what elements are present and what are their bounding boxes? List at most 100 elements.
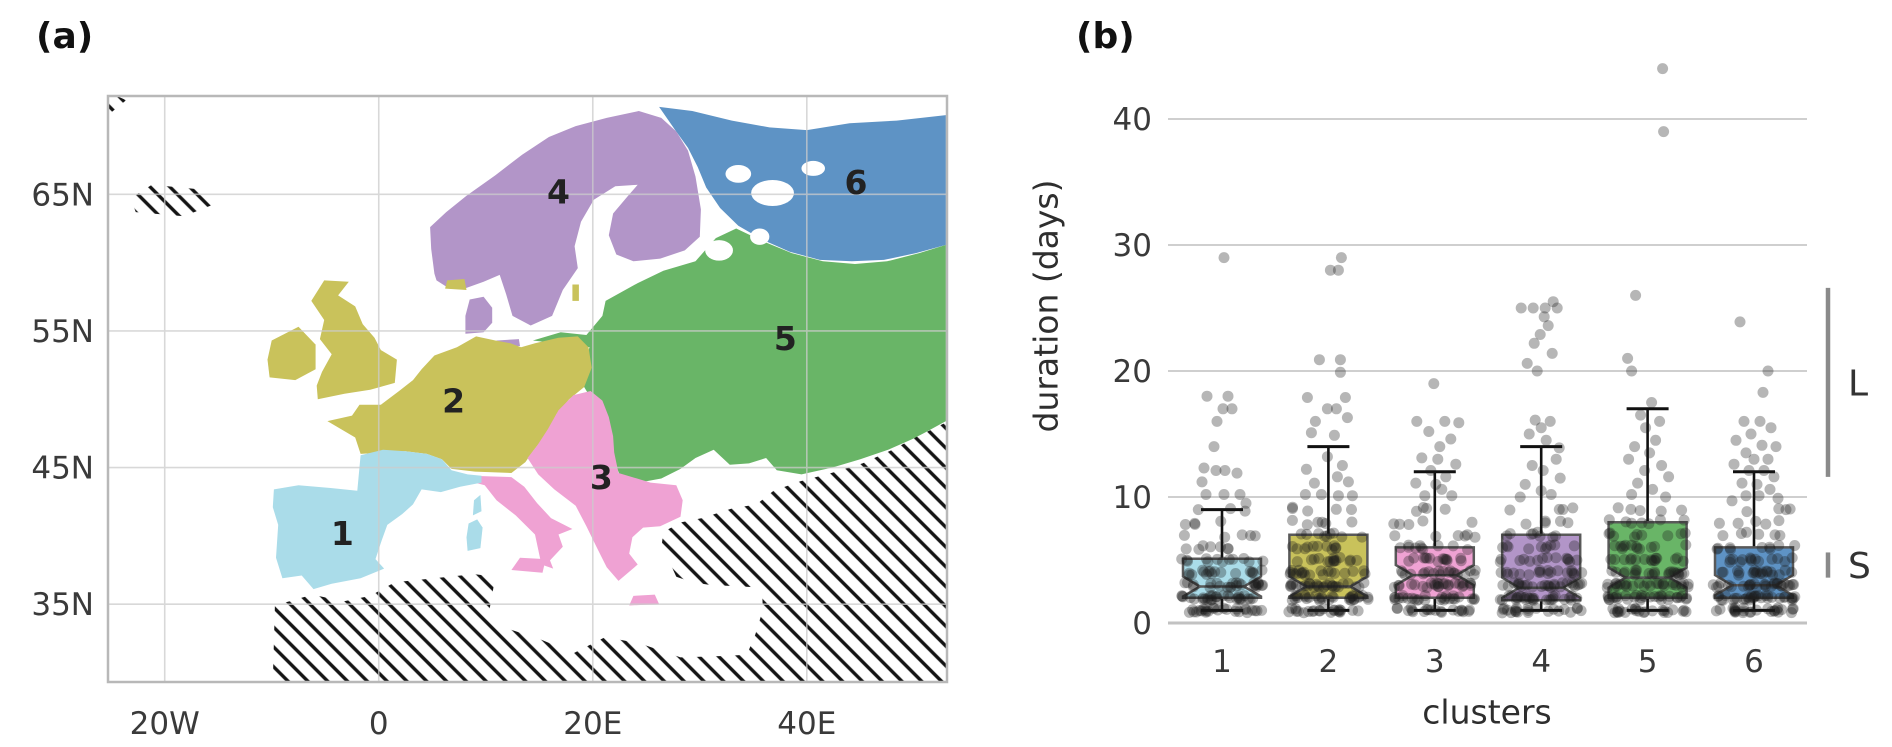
data-point bbox=[1249, 605, 1261, 617]
data-point bbox=[1531, 365, 1543, 377]
data-point bbox=[1651, 577, 1663, 589]
data-point bbox=[1787, 579, 1799, 591]
data-point bbox=[1197, 593, 1209, 605]
data-point bbox=[1250, 581, 1262, 593]
data-point bbox=[1397, 590, 1409, 601]
data-point bbox=[1658, 605, 1670, 616]
data-point bbox=[1634, 505, 1646, 517]
data-point bbox=[1243, 556, 1255, 568]
data-point bbox=[1239, 505, 1251, 517]
data-point bbox=[1202, 594, 1214, 606]
data-point bbox=[1334, 552, 1346, 563]
data-point bbox=[1748, 578, 1760, 590]
data-point bbox=[1495, 567, 1507, 578]
boxplot-y-axis-title: duration (days) bbox=[1026, 179, 1066, 433]
data-point bbox=[1416, 452, 1428, 464]
data-point bbox=[1769, 529, 1781, 541]
data-point bbox=[1755, 568, 1766, 580]
boxplot-ytick-label: 0 bbox=[1132, 606, 1152, 642]
data-point bbox=[1287, 578, 1298, 590]
data-point bbox=[1717, 530, 1729, 542]
data-point bbox=[1286, 602, 1298, 614]
data-point bbox=[1336, 531, 1348, 543]
data-point bbox=[1388, 581, 1400, 593]
data-point bbox=[1566, 565, 1578, 577]
notched-box bbox=[1607, 520, 1688, 600]
data-point bbox=[1548, 603, 1560, 615]
map-regions bbox=[267, 106, 946, 606]
data-point bbox=[1436, 606, 1448, 618]
map-region-3-shape bbox=[527, 391, 683, 581]
data-point bbox=[1725, 544, 1736, 555]
data-point bbox=[1561, 552, 1573, 564]
data-point bbox=[1740, 490, 1752, 502]
data-point bbox=[1751, 581, 1763, 593]
data-point bbox=[1286, 541, 1298, 552]
data-point bbox=[1225, 581, 1237, 593]
data-point bbox=[1317, 603, 1329, 615]
data-point bbox=[1233, 606, 1245, 618]
data-point bbox=[1226, 403, 1238, 415]
data-point bbox=[1540, 543, 1551, 555]
data-point bbox=[1285, 579, 1297, 590]
data-point bbox=[1231, 467, 1243, 479]
data-point bbox=[1650, 552, 1662, 564]
data-point bbox=[1403, 555, 1415, 567]
data-point bbox=[1611, 593, 1623, 605]
data-point bbox=[1217, 556, 1228, 568]
data-point bbox=[1513, 577, 1525, 589]
data-point bbox=[1198, 603, 1210, 615]
data-point bbox=[1639, 465, 1651, 476]
data-point bbox=[1257, 579, 1269, 591]
data-point bbox=[1327, 555, 1339, 567]
data-point bbox=[1501, 566, 1513, 578]
data-point bbox=[1782, 579, 1794, 591]
data-point bbox=[1750, 567, 1762, 579]
boxplot-xtick-label: 3 bbox=[1425, 644, 1445, 680]
data-point bbox=[1215, 566, 1227, 578]
data-point bbox=[1676, 568, 1688, 580]
boxplot-cluster-2 bbox=[1288, 445, 1369, 612]
data-point bbox=[1299, 543, 1311, 555]
data-point bbox=[1660, 491, 1672, 503]
data-point bbox=[1610, 591, 1622, 603]
data-point bbox=[1291, 543, 1303, 555]
data-point bbox=[1658, 606, 1670, 618]
data-point bbox=[1393, 579, 1405, 591]
data-point bbox=[1176, 590, 1188, 602]
data-point bbox=[1512, 578, 1524, 590]
data-point bbox=[1574, 578, 1586, 590]
map-ytick-label: 45N bbox=[31, 451, 94, 487]
data-point bbox=[1620, 590, 1631, 602]
data-point bbox=[1195, 605, 1207, 617]
data-point bbox=[1321, 403, 1333, 415]
data-point bbox=[1225, 503, 1236, 515]
data-point bbox=[1608, 530, 1620, 542]
data-point bbox=[1675, 578, 1687, 590]
data-point bbox=[1603, 593, 1615, 605]
data-point bbox=[1729, 605, 1741, 617]
data-point bbox=[1565, 606, 1576, 618]
data-point bbox=[1639, 591, 1651, 602]
data-point bbox=[1713, 517, 1725, 529]
data-point bbox=[1619, 554, 1630, 566]
data-point bbox=[1233, 590, 1245, 602]
data-point bbox=[1449, 577, 1461, 589]
data-point bbox=[1649, 591, 1661, 602]
data-point bbox=[1498, 602, 1510, 614]
data-point bbox=[1745, 578, 1757, 590]
data-point bbox=[1717, 566, 1729, 578]
data-point bbox=[1200, 489, 1212, 500]
data-point bbox=[1734, 316, 1746, 328]
data-point bbox=[1409, 593, 1421, 605]
data-point bbox=[1716, 566, 1728, 578]
data-point bbox=[1209, 566, 1221, 578]
data-point bbox=[1330, 555, 1342, 567]
data-point bbox=[1289, 593, 1301, 604]
data-point bbox=[1511, 602, 1522, 614]
data-point bbox=[1551, 302, 1563, 314]
data-point bbox=[1402, 605, 1414, 617]
map-cluster-number-3: 3 bbox=[590, 458, 613, 497]
data-point bbox=[1772, 492, 1784, 504]
